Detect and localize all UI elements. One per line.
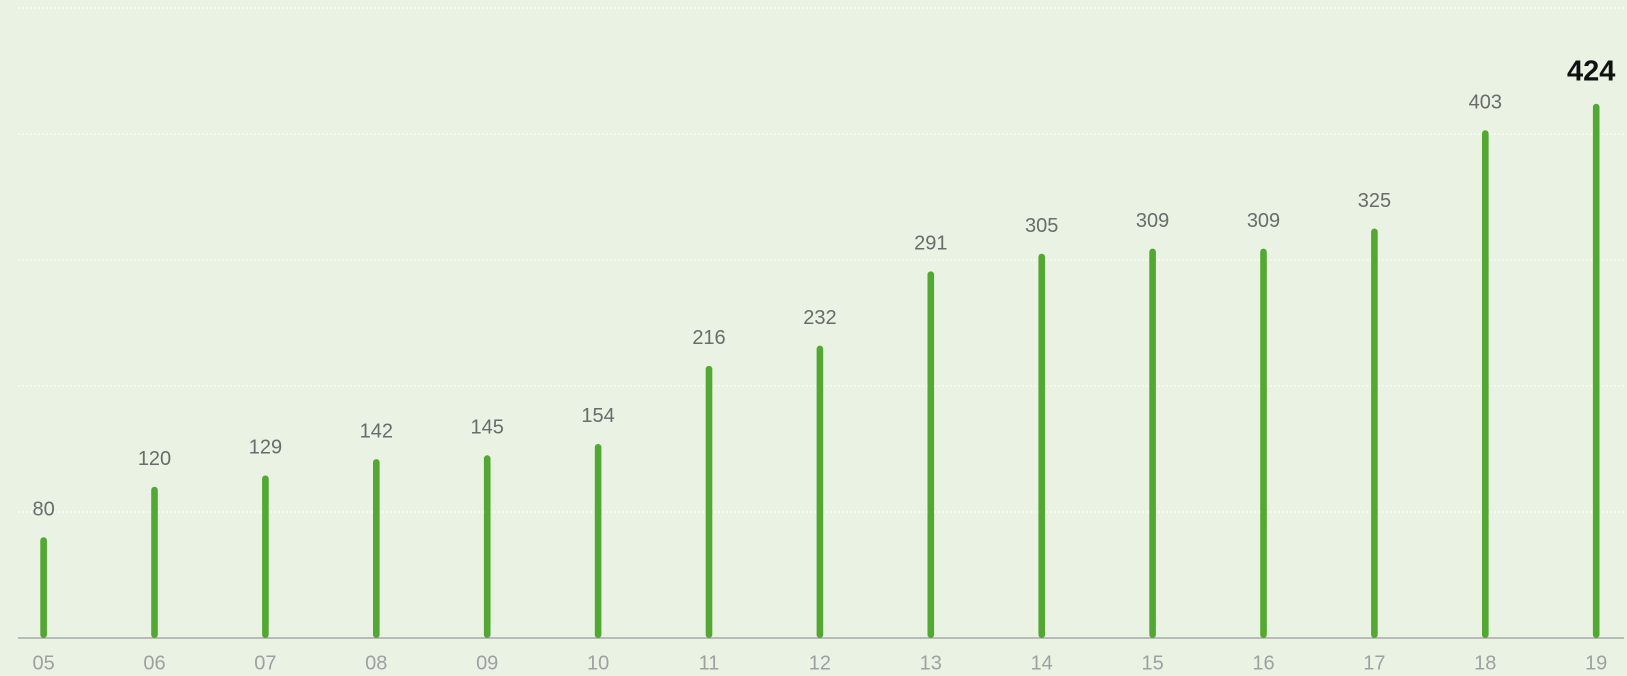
value-label: 142	[360, 420, 393, 442]
bar	[40, 537, 47, 638]
x-tick-label: 19	[1585, 652, 1607, 674]
x-tick-label: 07	[254, 652, 276, 674]
x-tick-label: 18	[1474, 652, 1496, 674]
x-tick-label: 08	[365, 652, 387, 674]
bar	[1149, 248, 1156, 638]
bar	[1482, 130, 1489, 638]
value-label: 129	[249, 437, 282, 459]
bar	[151, 486, 158, 638]
value-label: 325	[1358, 190, 1391, 212]
x-tick-label: 13	[920, 652, 942, 674]
bar	[1592, 103, 1600, 638]
value-label: 403	[1469, 92, 1502, 114]
value-label: 424	[1567, 55, 1615, 87]
bar	[262, 475, 269, 638]
x-tick-label: 06	[143, 652, 165, 674]
x-tick-label: 16	[1252, 652, 1274, 674]
value-label: 232	[803, 307, 836, 329]
bar	[1371, 228, 1378, 638]
x-tick-label: 14	[1031, 652, 1053, 674]
x-tick-label: 09	[476, 652, 498, 674]
x-tick-label: 17	[1363, 652, 1385, 674]
x-tick-label: 12	[809, 652, 831, 674]
bar	[816, 345, 824, 638]
bar	[1038, 253, 1045, 638]
value-label: 309	[1247, 210, 1280, 232]
bar	[594, 443, 602, 638]
bar	[927, 271, 935, 638]
x-tick-label: 05	[32, 652, 54, 674]
value-label: 216	[692, 327, 725, 349]
value-label: 120	[138, 448, 171, 470]
value-label: 291	[914, 233, 947, 255]
value-label: 145	[471, 417, 504, 439]
x-tick-label: 10	[587, 652, 609, 674]
value-label: 305	[1025, 215, 1058, 237]
value-label: 154	[581, 405, 614, 427]
bar	[373, 459, 380, 638]
bar	[705, 365, 713, 638]
x-tick-label: 11	[699, 652, 720, 674]
x-tick-label: 15	[1141, 652, 1163, 674]
bar	[1260, 248, 1267, 638]
bar	[483, 455, 491, 638]
value-label: 80	[32, 498, 54, 520]
value-label: 309	[1136, 210, 1169, 232]
